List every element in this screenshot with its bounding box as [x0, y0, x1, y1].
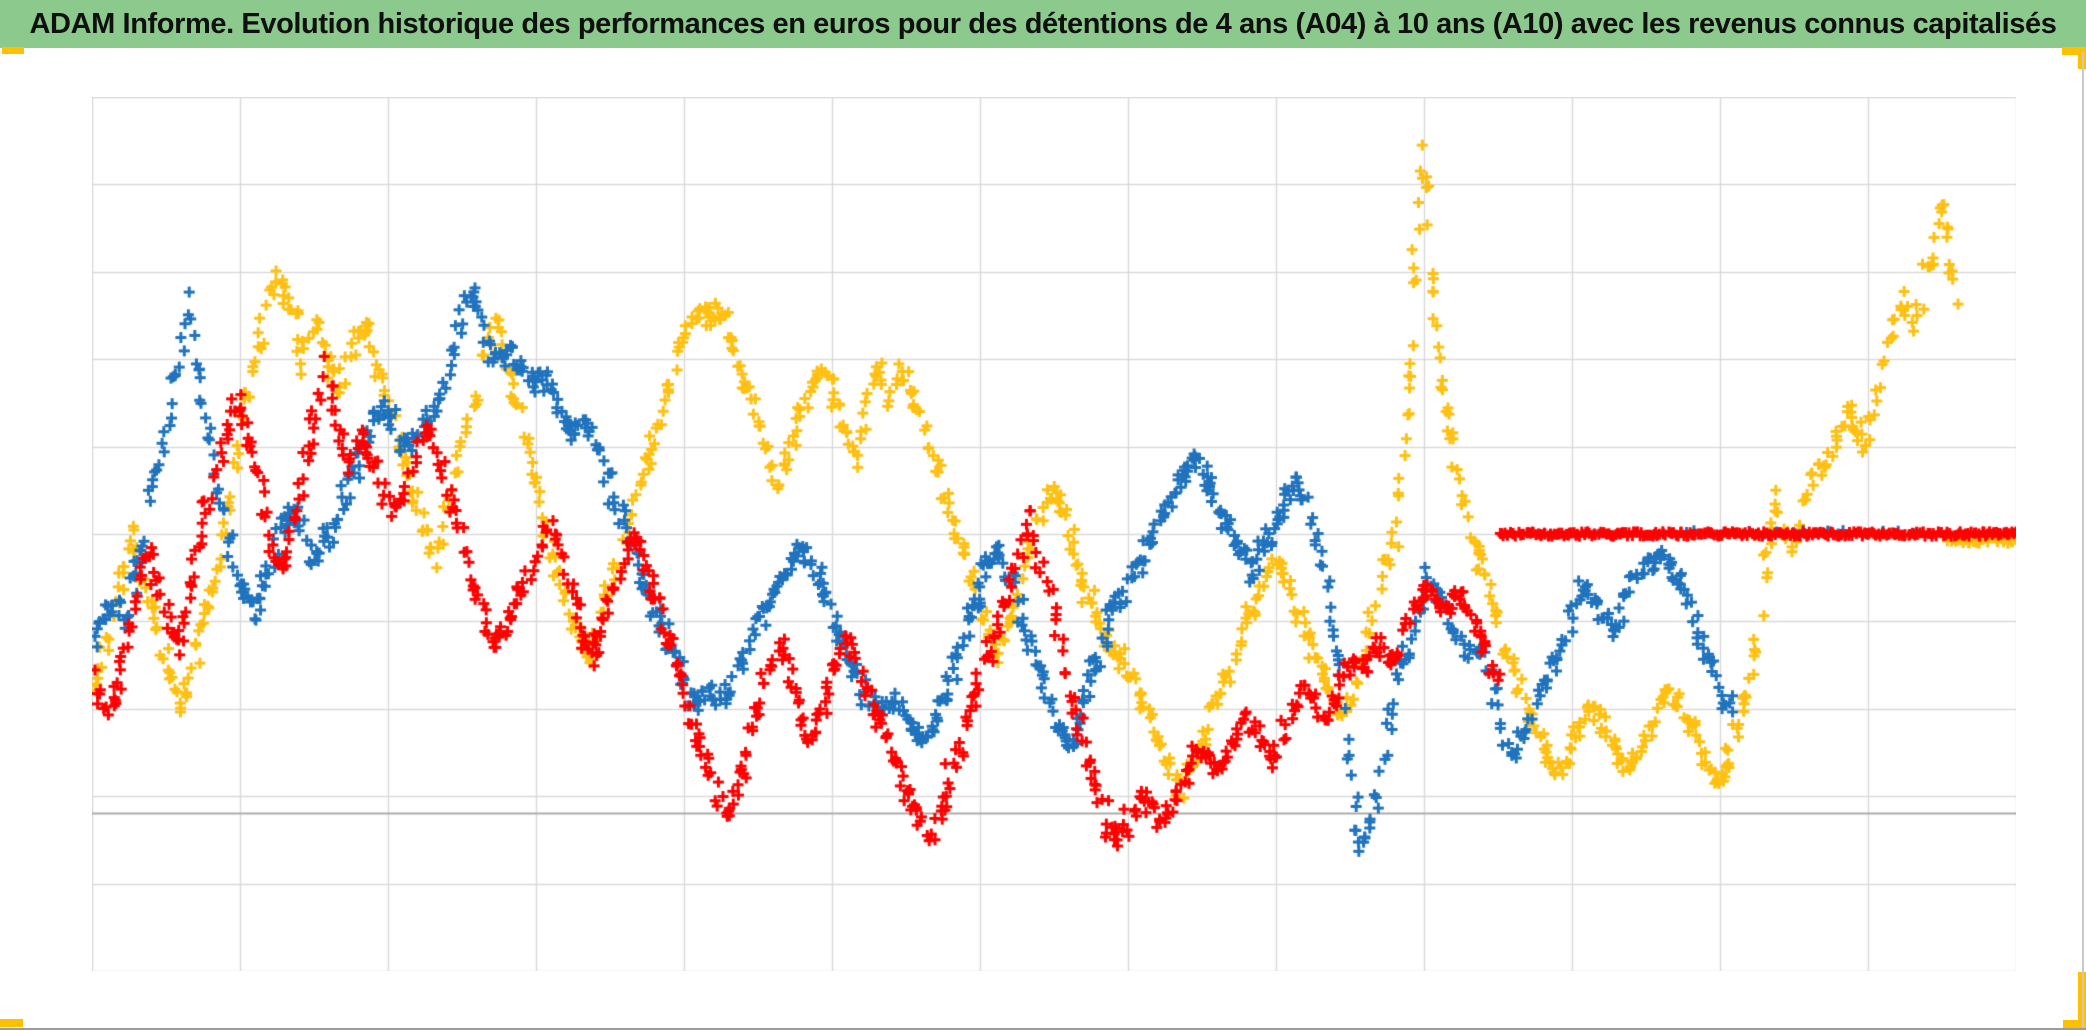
slide-bottom-edge-line [0, 1028, 2086, 1030]
chart-plot-area [92, 97, 2016, 971]
corner-mark-bottom-left [0, 1019, 23, 1027]
chart-title: ADAM Informe. Evolution historique des p… [29, 7, 2057, 40]
corner-mark-bottom-right-h [2063, 1020, 2086, 1028]
title-bar: ADAM Informe. Evolution historique des p… [0, 0, 2086, 48]
slide-right-edge-line [2082, 52, 2084, 1028]
corner-mark-top-left [2, 47, 24, 54]
performance-scatter-canvas [92, 97, 2016, 971]
corner-mark-top-right-h [2062, 47, 2086, 55]
